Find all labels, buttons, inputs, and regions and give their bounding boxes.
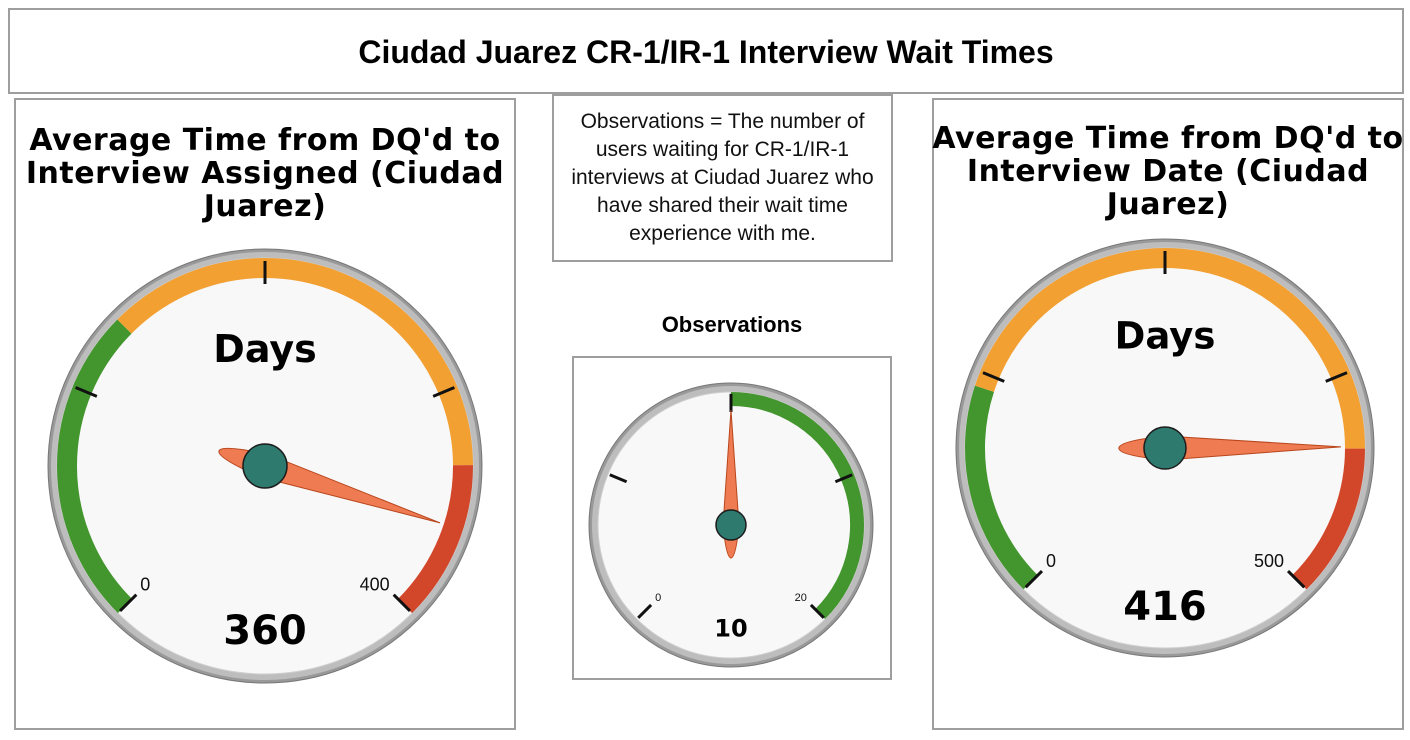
observations-note-box: Observations = The number of users waiti… [552, 94, 893, 262]
gauge-value: 416 [1123, 584, 1207, 630]
gauge-value: 360 [223, 608, 307, 654]
gauge-band-red [397, 465, 474, 614]
observations-gauge-title: Observations [661, 312, 803, 337]
dashboard-title-box: Ciudad Juarez CR-1/IR-1 Interview Wait T… [8, 8, 1404, 94]
gauge-tick [1286, 569, 1306, 589]
gauge-hub [242, 443, 288, 489]
gauge-band-red [1292, 448, 1365, 590]
assigned-gauge: 0 400 Days 360 [47, 248, 483, 684]
gauge-tick [1024, 569, 1044, 589]
gauge-tick [809, 603, 825, 619]
gauge-value: 10 [714, 614, 747, 642]
gauge-tick [75, 386, 98, 398]
observations-note: Observations = The number of users waiti… [571, 110, 874, 245]
gauge-band-orange [117, 258, 473, 466]
observations-gauge: 0 20 10 [588, 382, 874, 668]
gauge-band-orange [974, 247, 1366, 449]
gauge-min-label: 0 [655, 592, 661, 604]
gauge-max-label: 400 [360, 575, 390, 595]
gauge-unit-label: Days [213, 327, 316, 371]
gauge-min-label: 0 [1046, 551, 1056, 571]
gauge-tick [432, 386, 455, 398]
gauge-tick [118, 593, 138, 613]
gauge-band-green [57, 319, 133, 614]
gauge-tick [982, 371, 1005, 383]
gauge-tick [834, 473, 853, 484]
gauge-tick [392, 593, 412, 613]
gauge-tick [1325, 371, 1348, 383]
gauge-max-label: 20 [795, 592, 807, 604]
assigned-gauge-title: Average Time from DQ'd to Interview Assi… [25, 123, 505, 224]
dashboard-title: Ciudad Juarez CR-1/IR-1 Interview Wait T… [358, 34, 1054, 70]
gauge-tick [609, 473, 628, 484]
gauge-hub [1143, 426, 1187, 470]
interview-date-gauge: 0 500 Days 416 [955, 238, 1375, 658]
interview-date-gauge-title: Average Time from DQ'd to Interview Date… [932, 121, 1404, 222]
gauge-band-green [965, 385, 1038, 590]
gauge-unit-label: Days [1115, 314, 1216, 357]
gauge-tick [637, 603, 653, 619]
gauge-max-label: 500 [1254, 551, 1284, 571]
gauge-hub [715, 509, 747, 541]
gauge-min-label: 0 [140, 575, 150, 595]
